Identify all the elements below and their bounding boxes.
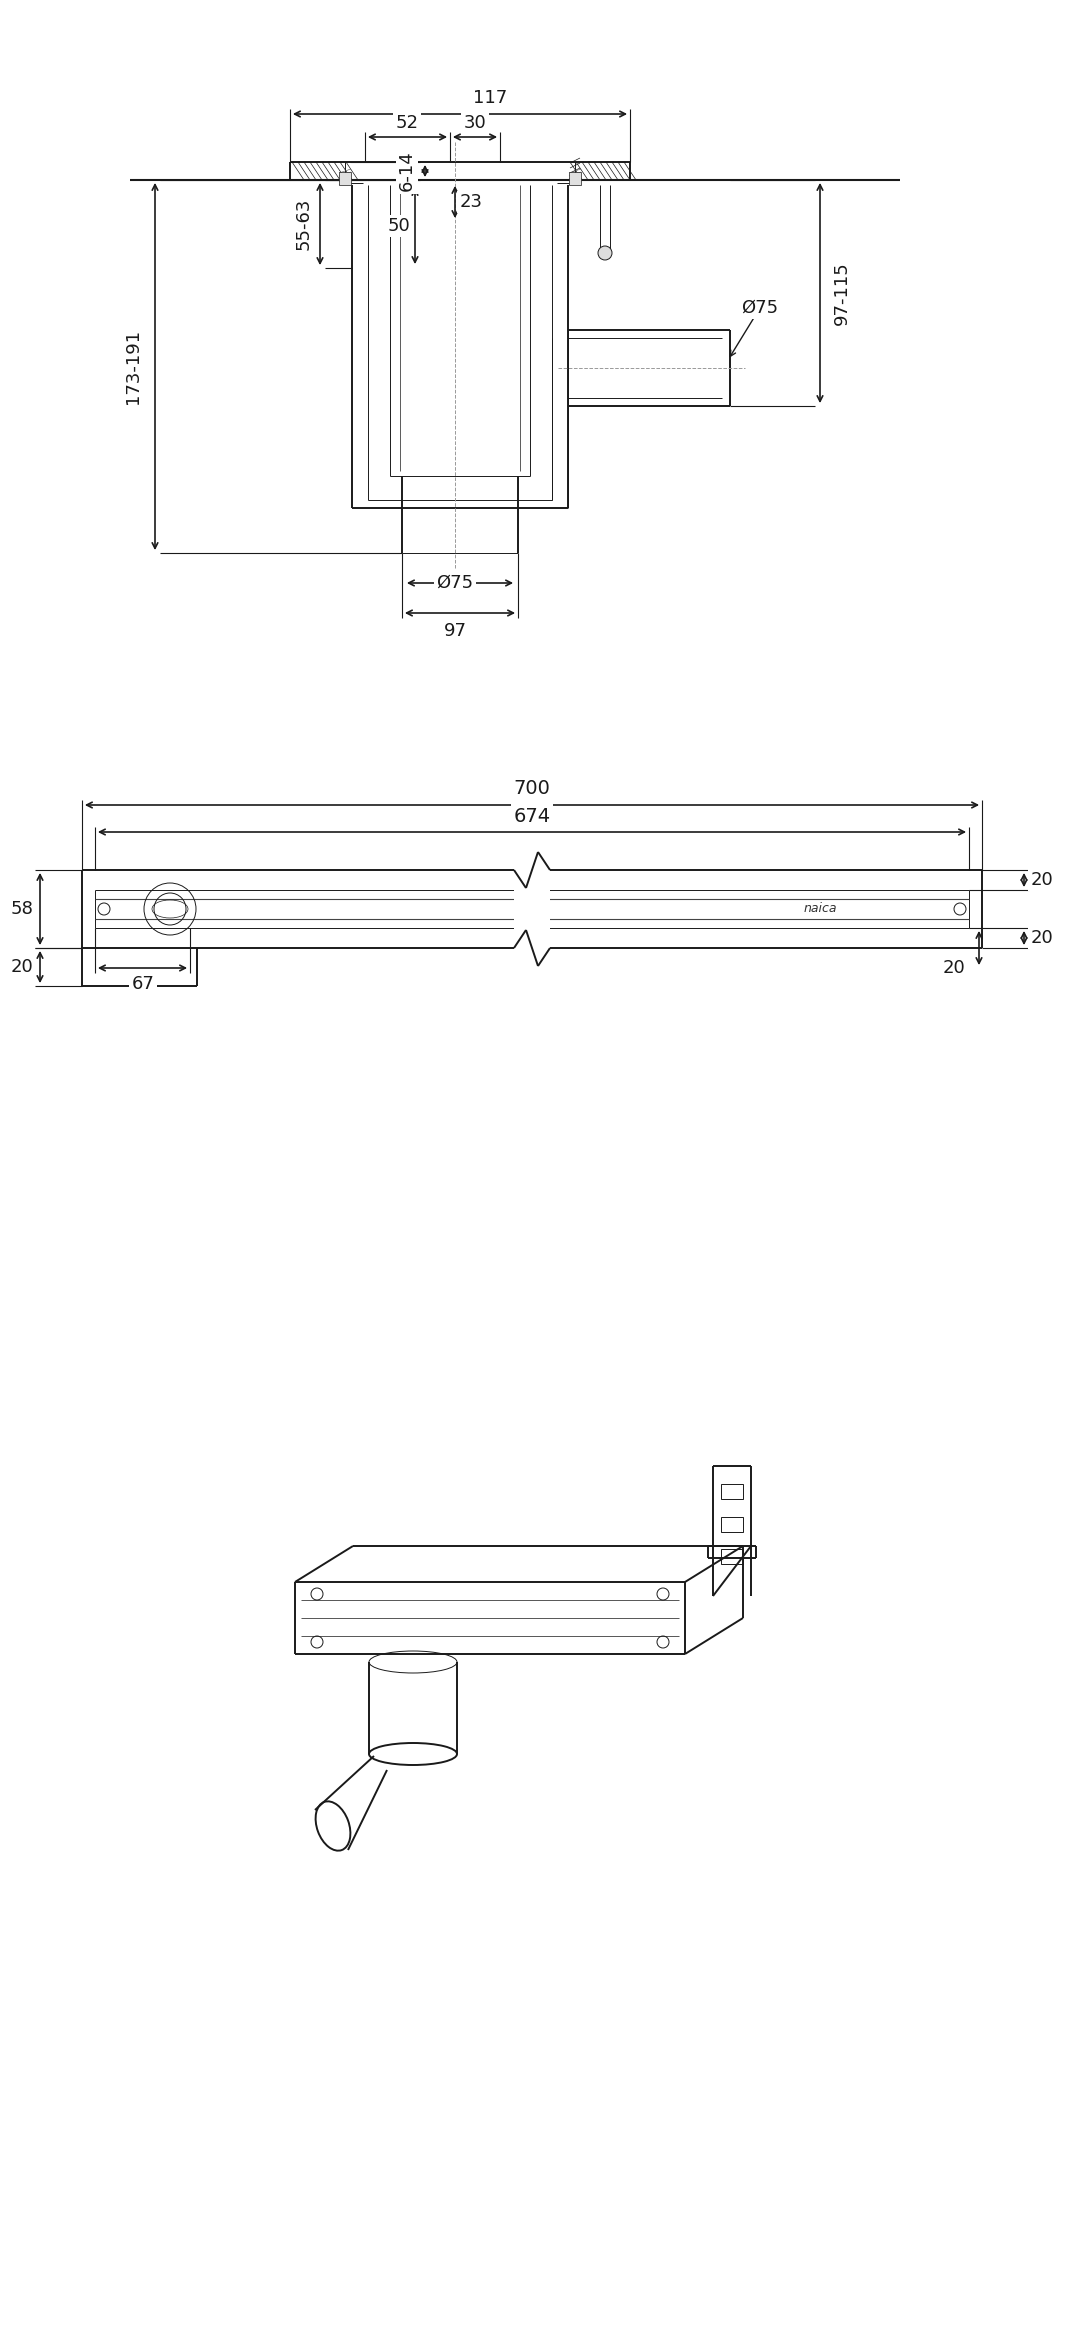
- Bar: [514, 868, 550, 950]
- Text: 674: 674: [513, 805, 551, 826]
- Text: 173-191: 173-191: [124, 328, 141, 405]
- Text: 50: 50: [388, 217, 410, 235]
- Text: 700: 700: [514, 780, 551, 799]
- Bar: [721, 1483, 743, 1499]
- Text: 55-63: 55-63: [295, 198, 313, 249]
- Text: naica: naica: [804, 903, 837, 915]
- Text: 52: 52: [395, 114, 419, 133]
- Bar: [721, 1548, 743, 1564]
- Text: 20: 20: [1030, 871, 1053, 889]
- Text: 67: 67: [132, 975, 154, 994]
- Text: 58: 58: [11, 901, 33, 917]
- Text: 117: 117: [473, 88, 508, 107]
- Text: 30: 30: [463, 114, 486, 133]
- FancyBboxPatch shape: [339, 172, 351, 184]
- Text: 97: 97: [444, 622, 467, 640]
- Text: 97-115: 97-115: [833, 261, 851, 326]
- Text: 6-14: 6-14: [399, 151, 416, 191]
- Text: 23: 23: [459, 193, 483, 212]
- Text: 20: 20: [943, 959, 966, 978]
- FancyBboxPatch shape: [569, 172, 581, 184]
- Circle shape: [598, 247, 612, 261]
- Bar: [721, 1518, 743, 1532]
- Text: Ø75: Ø75: [742, 298, 779, 317]
- Text: 20: 20: [1030, 929, 1053, 947]
- Text: Ø75: Ø75: [436, 575, 473, 591]
- Text: 20: 20: [11, 959, 33, 975]
